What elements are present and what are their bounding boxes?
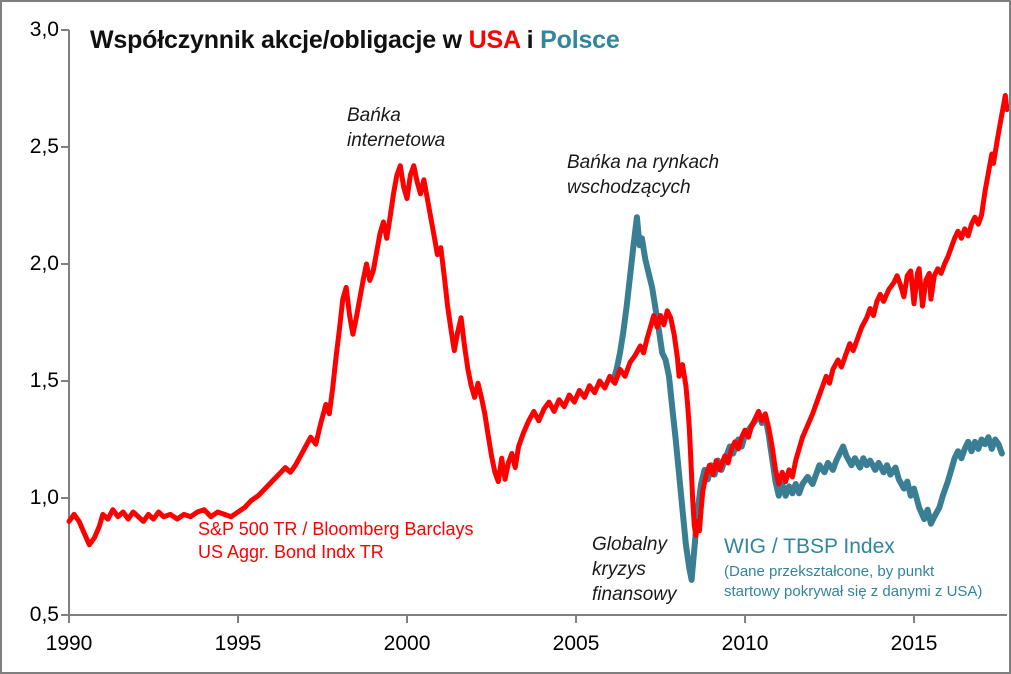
- annotation-emerging-line1: Bańka na rynkach: [567, 152, 720, 173]
- annotation-gfc-line1: Globalny: [592, 534, 667, 555]
- poland-series-note: (Dane przekształcone, by punkt startowy …: [724, 562, 982, 602]
- y-axis-tick-label: 1,0: [29, 486, 59, 509]
- y-axis-tick-label: 3,0: [29, 18, 59, 41]
- y-axis-tick-label: 2,5: [29, 135, 59, 158]
- poland-series-label: WIG / TBSP Index: [724, 535, 895, 558]
- annotation-gfc-line3: finansowy: [592, 584, 677, 605]
- x-axis-tick-label: 1995: [214, 632, 262, 655]
- chart-title-poland: Polsce: [540, 26, 620, 54]
- x-axis-tick-label: 2010: [721, 632, 769, 655]
- usa-series-label-line1: S&P 500 TR / Bloomberg Barclays: [198, 519, 474, 539]
- chart-title-usa: USA: [468, 26, 520, 54]
- annotation-emerging-markets-bubble: Bańka na rynkach wschodzących: [567, 150, 719, 200]
- annotation-dotcom-line2: internetowa: [347, 130, 446, 151]
- chart-title-conjunction: i: [519, 26, 541, 54]
- y-axis-tick-label: 1,5: [29, 369, 59, 392]
- usa-series-line: [66, 93, 1009, 548]
- x-axis-tick-label: 1990: [45, 632, 93, 655]
- chart-title: Współczynnik akcje/obligacje w USA i Pol…: [90, 26, 620, 55]
- y-axis-tick-label: 0,5: [29, 603, 59, 626]
- poland-series-line: [610, 214, 1005, 583]
- poland-series-note-line1: (Dane przekształcone, by punkt: [724, 563, 935, 580]
- annotation-gfc-line2: kryzys: [592, 559, 646, 580]
- chart-title-prefix: Współczynnik akcje/obligacje w: [90, 26, 469, 54]
- usa-series-label-line2: US Aggr. Bond Indx TR: [198, 542, 384, 562]
- x-axis-tick-label: 2005: [552, 632, 600, 655]
- series-lines: [66, 93, 1009, 583]
- poland-series-note-line2: startowy pokrywał się z danymi z USA): [724, 583, 983, 600]
- annotation-global-financial-crisis: Globalny kryzys finansowy: [592, 532, 677, 607]
- usa-series-label: S&P 500 TR / Bloomberg Barclays US Aggr.…: [198, 518, 473, 564]
- annotation-dotcom-line1: Bańka: [347, 105, 401, 126]
- y-axis-tick-label: 2,0: [29, 252, 59, 275]
- annotation-emerging-line2: wschodzących: [567, 177, 691, 198]
- x-axis-tick-label: 2015: [890, 632, 938, 655]
- x-axis-tick-label: 2000: [383, 632, 431, 655]
- annotation-dotcom-bubble: Bańka internetowa: [347, 103, 445, 153]
